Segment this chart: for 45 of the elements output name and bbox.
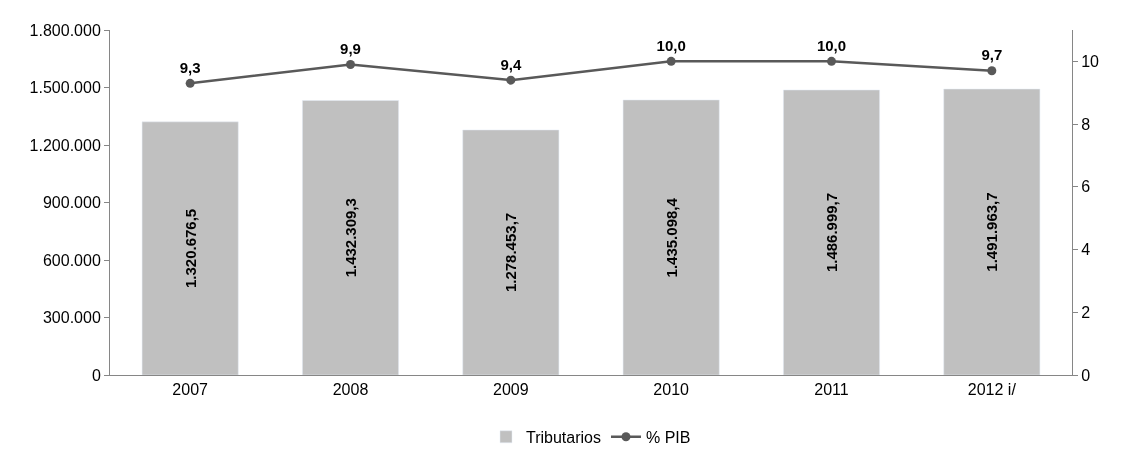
y-tick-label: 1.500.000 bbox=[29, 79, 101, 97]
legend-label: % PIB bbox=[645, 428, 691, 446]
data-label: 9,4 bbox=[500, 55, 522, 73]
x-tick-label: 2007 bbox=[172, 381, 209, 399]
y-tick-label: 600.000 bbox=[42, 251, 101, 269]
x-tick-label: 2011 bbox=[814, 381, 849, 399]
data-label: 1.432.309,3 bbox=[342, 198, 359, 278]
point bbox=[987, 66, 997, 76]
bar bbox=[783, 89, 880, 375]
y2-tick-label: 6 bbox=[1081, 178, 1091, 196]
data-label: 1.320.676,5 bbox=[181, 208, 199, 289]
y2-tick-label: 2 bbox=[1081, 303, 1091, 321]
data-label: 10,0 bbox=[656, 36, 686, 54]
data-label: 1.278.453,7 bbox=[502, 212, 520, 293]
y2-tick-label: 4 bbox=[1081, 241, 1091, 259]
legend-label: Tributarios bbox=[526, 428, 601, 446]
bar bbox=[462, 129, 560, 375]
x-tick-label: 2010 bbox=[653, 381, 690, 399]
data-label: 9,9 bbox=[340, 40, 361, 58]
y-tick-label: 300.000 bbox=[42, 309, 101, 327]
point bbox=[506, 75, 516, 85]
point bbox=[185, 78, 195, 88]
point bbox=[827, 56, 836, 66]
x-tick-label: 2009 bbox=[493, 381, 529, 399]
data-label: 1.435.098,4 bbox=[662, 197, 680, 278]
y-tick-label: 1.200.000 bbox=[29, 136, 101, 154]
data-label: 9,3 bbox=[179, 58, 201, 76]
y-tick-label: 1.800.000 bbox=[29, 21, 101, 39]
bar bbox=[622, 99, 720, 375]
bar bbox=[141, 121, 239, 375]
point bbox=[666, 56, 676, 66]
point bbox=[346, 60, 355, 69]
data-label: 1.491.963,7 bbox=[983, 192, 1001, 272]
y-tick-label: 900.000 bbox=[42, 194, 101, 212]
x-tick-label: 2008 bbox=[332, 381, 369, 399]
data-label: 9,7 bbox=[981, 46, 1003, 64]
bar bbox=[943, 88, 1041, 375]
y-tick-label: 0 bbox=[91, 366, 101, 384]
bar bbox=[302, 100, 399, 375]
x-tick-label: 2012 i/ bbox=[967, 381, 1017, 399]
y2-tick-label: 8 bbox=[1081, 115, 1091, 133]
y2-tick-label: 10 bbox=[1081, 52, 1100, 70]
y2-tick-label: 0 bbox=[1081, 366, 1091, 384]
data-label: 1.486.999,7 bbox=[823, 192, 840, 273]
data-label: 10,0 bbox=[816, 36, 847, 54]
